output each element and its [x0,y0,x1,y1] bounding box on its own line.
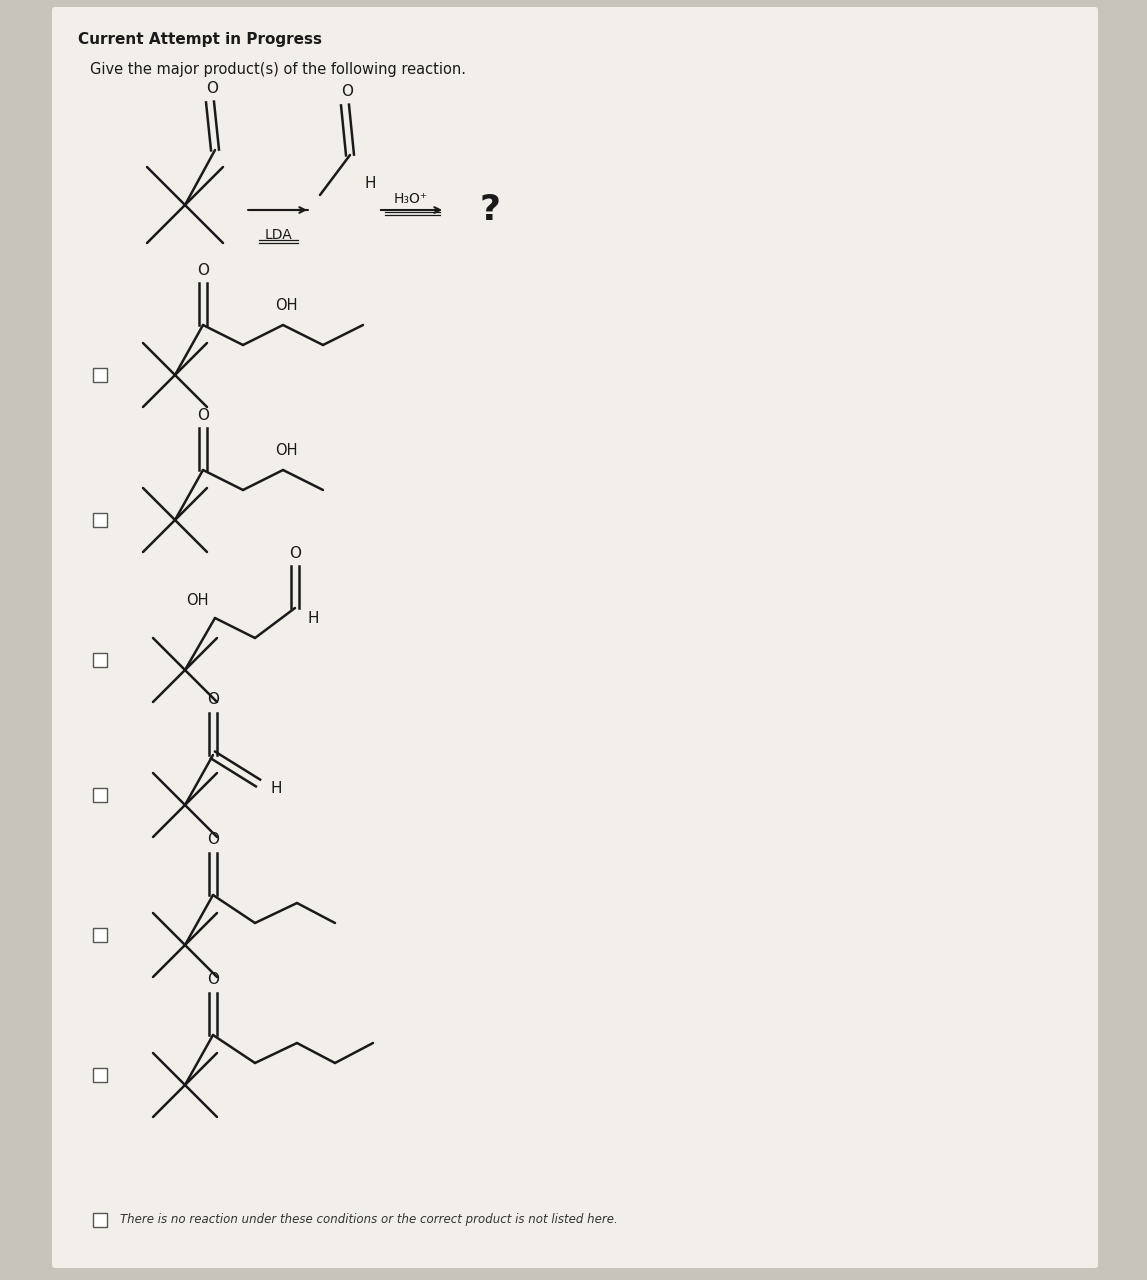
Text: OH: OH [275,297,297,312]
Text: O: O [197,407,209,422]
Bar [93,369,107,381]
Bar [93,788,107,803]
Text: LDA: LDA [264,228,291,242]
Text: H: H [307,611,319,626]
Text: O: O [341,83,353,99]
Text: O: O [289,545,301,561]
Bar [93,653,107,667]
Text: Give the major product(s) of the following reaction.: Give the major product(s) of the followi… [89,61,466,77]
Bar [93,513,107,527]
Text: OH: OH [186,593,209,608]
Text: O: O [206,81,218,96]
Bar [93,1213,107,1228]
Text: There is no reaction under these conditions or the correct product is not listed: There is no reaction under these conditi… [120,1213,618,1226]
Text: H₃O⁺: H₃O⁺ [393,192,428,206]
Text: H: H [365,175,376,191]
Bar [93,928,107,942]
Text: O: O [197,262,209,278]
Text: Current Attempt in Progress: Current Attempt in Progress [78,32,322,47]
FancyBboxPatch shape [52,6,1098,1268]
Text: O: O [206,691,219,707]
Text: ?: ? [479,193,500,227]
Text: O: O [206,972,219,987]
Bar [93,1068,107,1082]
Text: H: H [271,781,282,795]
Text: O: O [206,832,219,846]
Text: OH: OH [275,443,297,457]
